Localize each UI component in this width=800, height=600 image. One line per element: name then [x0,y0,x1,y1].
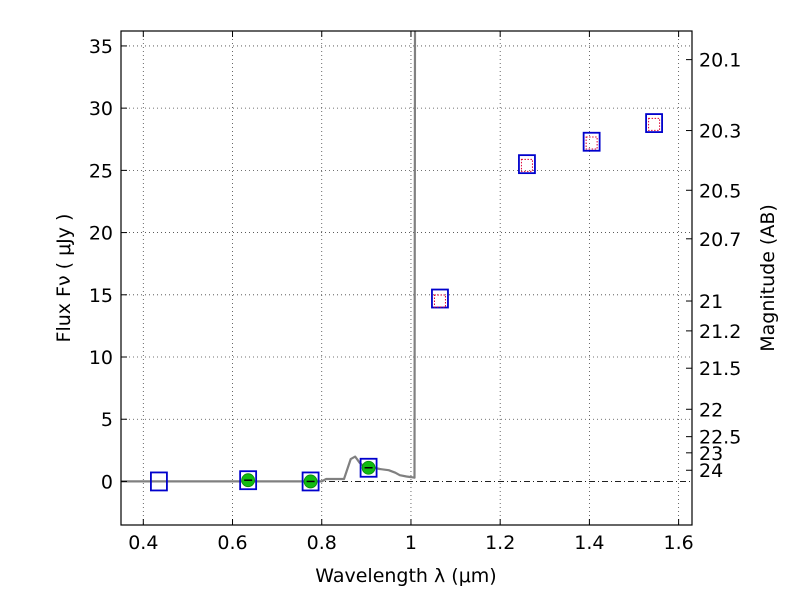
y-axis-label: Flux Fν ( μJy ) [53,214,75,343]
magnitude-tick-label: 21 [699,291,723,313]
magnitude-tick-label: 21.2 [699,321,741,343]
observed-square-marker [518,154,536,175]
magnitude-tick-label: 20.7 [699,229,741,251]
x-tick-label: 1.4 [574,532,604,554]
magnitude-tick-label: 20.3 [699,121,741,143]
observed-square-marker [150,471,168,492]
magnitude-tick-label: 21.5 [699,358,741,380]
model-square-marker [648,117,661,131]
model-square-marker [433,294,446,308]
y-tick-label: 5 [101,409,113,431]
magnitude-tick-label: 22 [699,399,723,421]
data-markers [150,113,663,492]
x-tick-label: 1 [405,532,417,554]
observed-square-marker [431,288,449,309]
y-tick-label: 35 [89,36,113,58]
observed-square-marker [645,113,663,133]
observed-square-marker [301,471,320,492]
y-tick-label: 20 [89,223,113,245]
y-axis-ticks: 0 5 10 15 20 25 30 35 [89,36,127,493]
plot-area [121,31,692,525]
y-tick-label: 15 [89,285,113,307]
x-axis-ticks: 0.4 0.6 0.8 1 1.2 1.4 1.6 [128,31,694,554]
observed-square-marker [582,131,601,152]
x-tick-label: 1.6 [664,532,694,554]
y-tick-label: 0 [101,471,113,493]
magnitude-tick-label: 20.5 [699,180,741,202]
y-tick-label: 25 [89,160,113,182]
observed-square-marker [359,457,378,478]
x-axis-label: Wavelength λ (μm) [315,565,496,587]
x-tick-label: 0.6 [217,532,247,554]
y-tick-label: 30 [89,98,113,120]
magnitude-tick-label: 23 [699,443,723,465]
magnitude-axis-label: Magnitude (AB) [757,204,779,352]
model-square-marker [520,158,533,172]
magnitude-tick-label: 20.1 [699,50,741,72]
x-tick-label: 0.8 [307,532,337,554]
magnitude-tick-label: 24 [699,460,723,482]
model-square-marker [585,136,598,150]
x-tick-label: 0.4 [128,532,158,554]
magnitude-tick-label: 22.5 [699,427,741,449]
plot-frame [120,30,693,526]
x-tick-label: 1.2 [485,532,515,554]
observed-square-marker [239,470,258,491]
y-tick-label: 10 [89,347,113,369]
